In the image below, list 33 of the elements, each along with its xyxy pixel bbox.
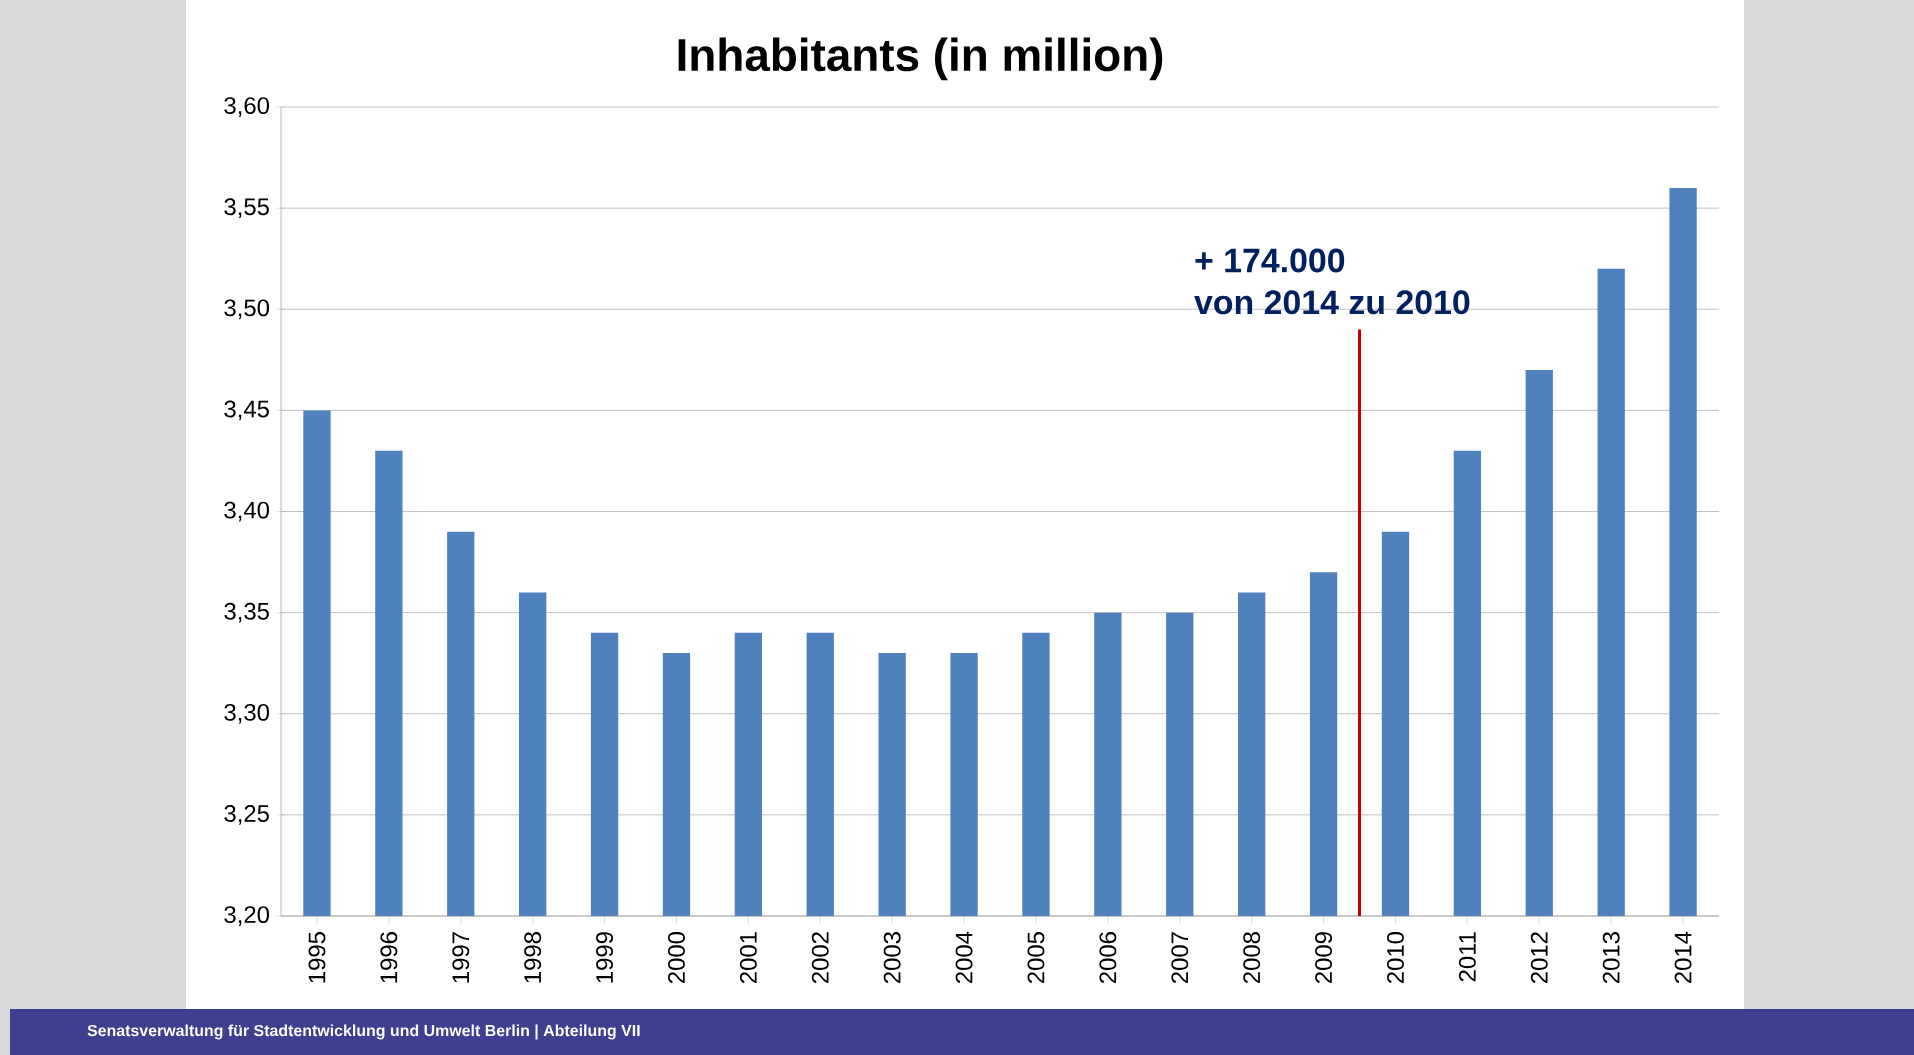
x-tick-label: 2009 bbox=[1315, 932, 1333, 984]
x-tick-label: 1998 bbox=[524, 932, 542, 983]
x-tick-label: 2002 bbox=[811, 932, 829, 984]
x-tick-label: 1995 bbox=[308, 932, 326, 983]
x-tick-label: 2006 bbox=[1099, 932, 1117, 984]
x-tick-label: 2000 bbox=[668, 931, 685, 984]
x-tick-label: 2008 bbox=[1243, 932, 1261, 984]
x-tick-label: 2004 bbox=[955, 931, 973, 984]
y-tick-label: 3,55 bbox=[224, 198, 269, 218]
y-tick-label: 3,20 bbox=[224, 906, 270, 926]
x-tick-label: 2011 bbox=[1458, 932, 1476, 982]
y-tick-label: 3,45 bbox=[224, 400, 269, 421]
x-tick-label: 2007 bbox=[1171, 932, 1189, 984]
x-tick-label: 2003 bbox=[883, 932, 901, 984]
x-tick-label: 1997 bbox=[452, 932, 470, 983]
y-tick-label: 3,30 bbox=[224, 703, 270, 724]
text: Senatsverwaltung für Stadtentwicklung und Umwelt Berlin | Abteilung VII bbox=[87, 1024, 640, 1040]
y-tick-label: 3,60 bbox=[224, 97, 270, 117]
x-tick-label: 2010 bbox=[1387, 931, 1404, 984]
annotation: + 174.000 bbox=[1195, 248, 1345, 273]
x-tick-label: 2013 bbox=[1602, 932, 1620, 984]
x-tick-label: 2014 bbox=[1674, 931, 1692, 984]
x-tick-label: 1999 bbox=[596, 932, 614, 983]
x-tick-label: 2012 bbox=[1530, 932, 1548, 984]
y-tick-label: 3,35 bbox=[224, 602, 269, 623]
y-tick-label: 3,50 bbox=[224, 299, 270, 320]
annotation: von 2014 zu 2010 bbox=[1194, 290, 1470, 315]
y-tick-label: 3,40 bbox=[224, 501, 270, 522]
chart-title: Inhabitants (in million) bbox=[678, 37, 1163, 81]
x-tick-label: 2005 bbox=[1027, 932, 1045, 984]
y-tick-label: 3,25 bbox=[224, 805, 269, 825]
x-tick-label: 2001 bbox=[739, 932, 757, 984]
x-tick-label: 1996 bbox=[380, 932, 398, 983]
